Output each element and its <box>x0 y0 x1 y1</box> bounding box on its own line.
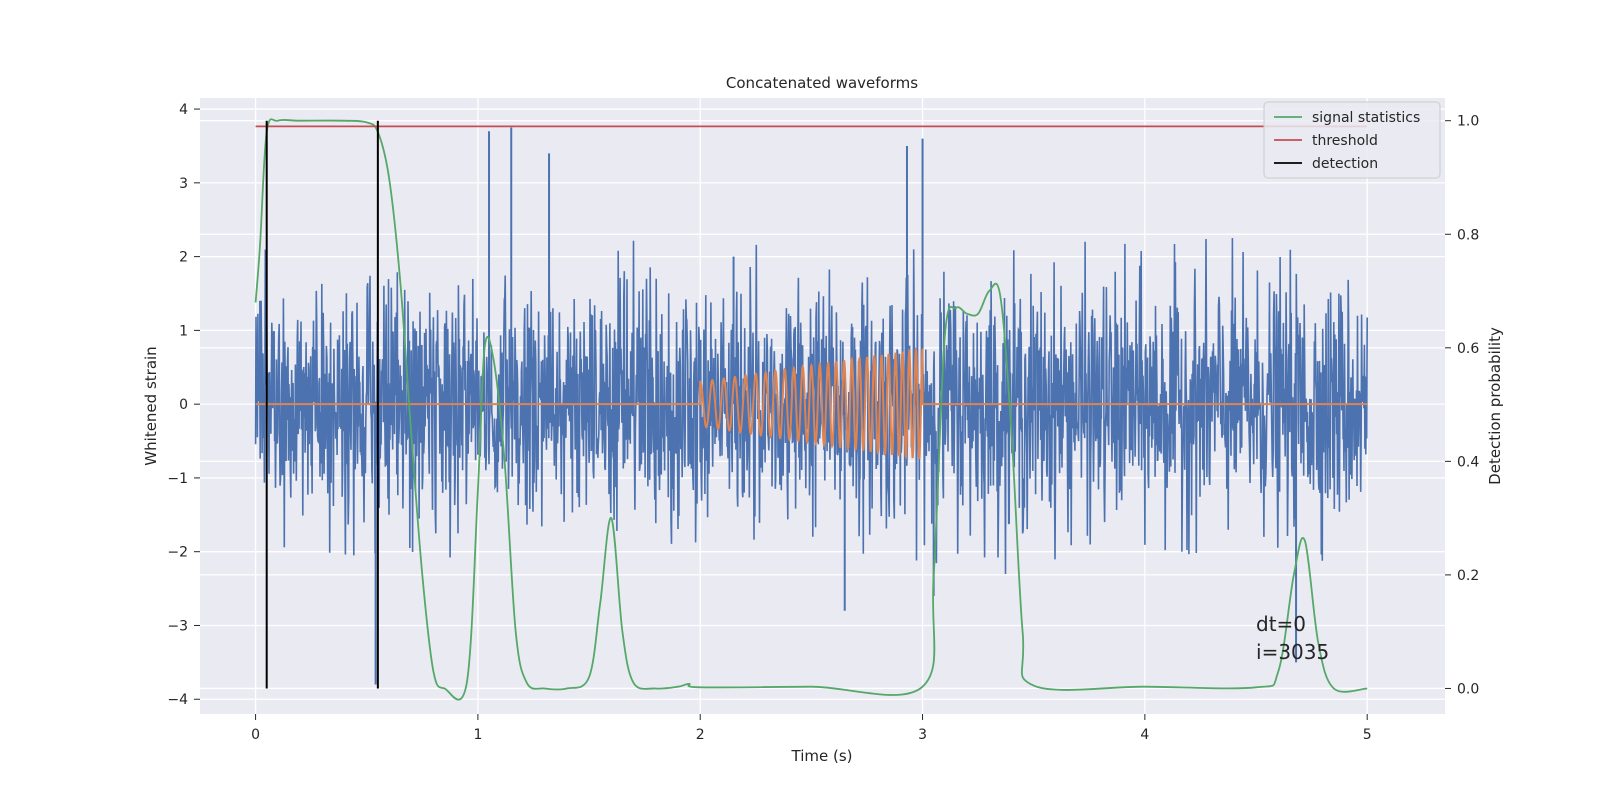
y-left-tick-label: 3 <box>179 176 188 192</box>
legend-box <box>1263 101 1441 179</box>
y-right-tick-label: 1.0 <box>1457 114 1479 130</box>
y-right-tick-label: 0.2 <box>1457 568 1479 584</box>
chart-title: Concatenated waveforms <box>726 74 918 92</box>
y-left-tick-label: −3 <box>167 618 188 634</box>
left-axis-ticks: −4 −3 −2 −1 0 1 2 3 4 <box>167 102 200 708</box>
legend-label: threshold <box>1312 133 1378 149</box>
y-right-tick-label: 0.4 <box>1457 454 1479 470</box>
y-right-tick-label: 0.8 <box>1457 227 1479 243</box>
y-left-tick-label: −4 <box>167 692 188 708</box>
y-right-tick-label: 0.0 <box>1457 681 1479 697</box>
annotation-line: dt=0 <box>1256 612 1306 636</box>
signal-statistics-line <box>254 118 1368 701</box>
y-left-tick-label: −2 <box>167 545 188 561</box>
series-layer <box>254 118 1368 701</box>
right-axis-ticks: 0.0 0.2 0.4 0.6 0.8 1.0 <box>1445 114 1479 697</box>
legend-label: detection <box>1312 156 1378 172</box>
x-axis-label: Time (s) <box>791 747 853 765</box>
annotation-text: dt=0 i=3035 <box>1256 612 1329 664</box>
legend-label: signal statistics <box>1312 110 1420 126</box>
right-axis-label: Detection probability <box>1486 327 1504 485</box>
y-left-tick-label: 0 <box>179 397 188 413</box>
x-axis-ticks: 0 1 2 3 4 5 <box>251 714 1372 743</box>
strain-series-line <box>254 237 1368 575</box>
y-left-tick-label: −1 <box>167 471 188 487</box>
x-tick-label: 1 <box>473 727 482 743</box>
y-right-tick-label: 0.6 <box>1457 341 1479 357</box>
x-tick-label: 2 <box>696 727 705 743</box>
y-left-tick-label: 2 <box>179 250 188 266</box>
x-tick-label: 5 <box>1363 727 1372 743</box>
x-tick-label: 3 <box>918 727 927 743</box>
x-tick-label: 0 <box>251 727 260 743</box>
legend: signal statistics threshold detection <box>1263 101 1441 179</box>
left-axis-label: Whitened strain <box>142 346 160 465</box>
y-left-tick-label: 4 <box>179 102 188 118</box>
x-tick-label: 4 <box>1140 727 1149 743</box>
annotation-line: i=3035 <box>1256 640 1329 664</box>
y-left-tick-label: 1 <box>179 323 188 339</box>
injected-signal-line <box>255 346 1368 460</box>
